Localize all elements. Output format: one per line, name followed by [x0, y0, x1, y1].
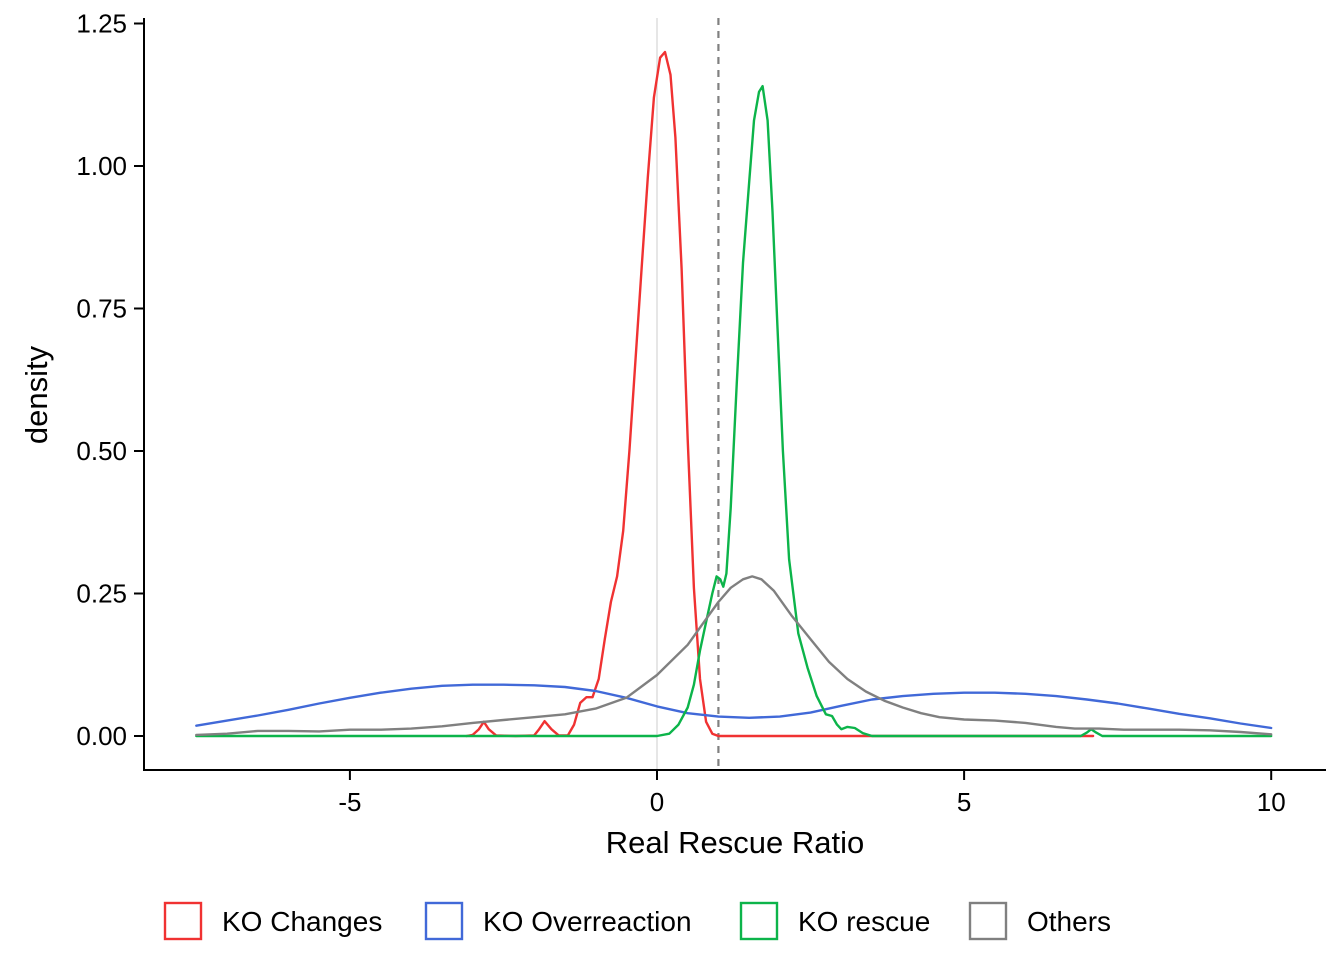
x-axis-title: Real Rescue Ratio	[606, 825, 864, 860]
y-tick-label: 0.25	[76, 579, 127, 609]
series-line-ko-rescue	[195, 85, 1273, 738]
reference-lines	[656, 18, 720, 770]
y-tick-label: 0.50	[76, 436, 127, 466]
y-tick-label: 0.00	[76, 721, 127, 751]
x-tick-label: 5	[957, 787, 971, 817]
x-tick-label: 10	[1257, 787, 1286, 817]
x-tick-label: -5	[338, 787, 361, 817]
x-ticks: -5 0 5 10	[338, 770, 1286, 817]
y-tick-label: 1.00	[76, 151, 127, 181]
legend-key-others	[968, 901, 1008, 941]
legend-key-ko-overreaction	[424, 901, 464, 941]
legend-key-ko-changes	[163, 901, 203, 941]
legend-label-others: Others	[1027, 906, 1111, 937]
y-axis-title: density	[19, 345, 54, 444]
y-tick-label: 0.75	[76, 294, 127, 324]
series-line-others	[195, 575, 1273, 737]
legend-label-ko-changes: KO Changes	[222, 906, 382, 937]
axes	[143, 18, 1326, 771]
legend: KO Changes KO Overreaction KO rescue Others	[163, 901, 1111, 941]
legend-key-ko-rescue	[739, 901, 779, 941]
series-line-ko-overreaction	[195, 683, 1273, 730]
legend-label-ko-overreaction: KO Overreaction	[483, 906, 692, 937]
y-tick-label: 1.25	[76, 9, 127, 39]
y-ticks: 0.00 0.25 0.50 0.75 1.00 1.25	[76, 9, 144, 751]
x-tick-label: 0	[650, 787, 664, 817]
series-lines	[195, 50, 1273, 738]
legend-label-ko-rescue: KO rescue	[798, 906, 930, 937]
